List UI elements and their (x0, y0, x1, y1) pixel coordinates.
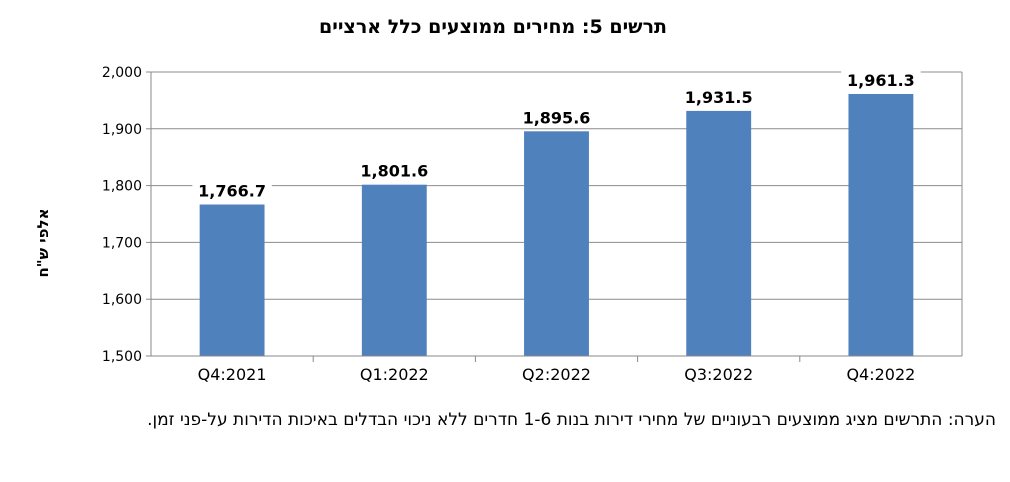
data-label: 1,931.5 (685, 88, 753, 107)
x-tick-label: Q3:2022 (684, 365, 753, 384)
data-label: 1,895.6 (523, 108, 591, 127)
bar (361, 184, 427, 356)
bar (848, 93, 914, 356)
bar (524, 131, 589, 356)
data-label-background (516, 106, 597, 128)
x-tick-label: Q4:2022 (846, 365, 915, 384)
axes (146, 71, 963, 362)
data-label-background (678, 85, 759, 107)
y-tick-label: 1,700 (102, 235, 142, 251)
data-label: 1,801.6 (360, 162, 428, 181)
data-labels: 1,766.7 1,801.6 1,895.6 1,931.5 1,961.3 (192, 68, 921, 201)
chart-note: הערה: התרשים מציג ממוצעים רבעוניים של מח… (147, 410, 996, 430)
data-label-background (192, 179, 272, 201)
bar (686, 110, 752, 357)
x-tick-label: Q4:2021 (198, 365, 267, 384)
bar-chart: תרשים 5: מחירים ממוצעים כלל ארציים אלפי … (34, 16, 963, 384)
y-tick-label: 2,000 (102, 65, 142, 81)
y-tick-label: 1,800 (102, 179, 142, 195)
chart-title: תרשים 5: מחירים ממוצעים כלל ארציים (319, 16, 667, 38)
bar (199, 204, 265, 356)
data-label-background (354, 159, 435, 181)
data-label-background (841, 68, 921, 90)
data-label: 1,961.3 (847, 71, 915, 90)
y-tick-labels: 1,500 1,600 1,700 1,800 1,900 2,000 (102, 65, 142, 365)
y-tick-label: 1,600 (102, 292, 142, 308)
y-tick-label: 1,900 (102, 122, 142, 138)
x-tick-label: Q2:2022 (522, 365, 591, 384)
y-tick-label: 1,500 (102, 349, 142, 365)
y-axis-label: אלפי ש"ח (34, 209, 52, 278)
bars (199, 93, 914, 357)
data-label: 1,766.7 (198, 182, 266, 201)
x-tick-labels: Q4:2021 Q1:2022 Q2:2022 Q3:2022 Q4:2022 (198, 365, 916, 384)
x-tick-label: Q1:2022 (360, 365, 429, 384)
